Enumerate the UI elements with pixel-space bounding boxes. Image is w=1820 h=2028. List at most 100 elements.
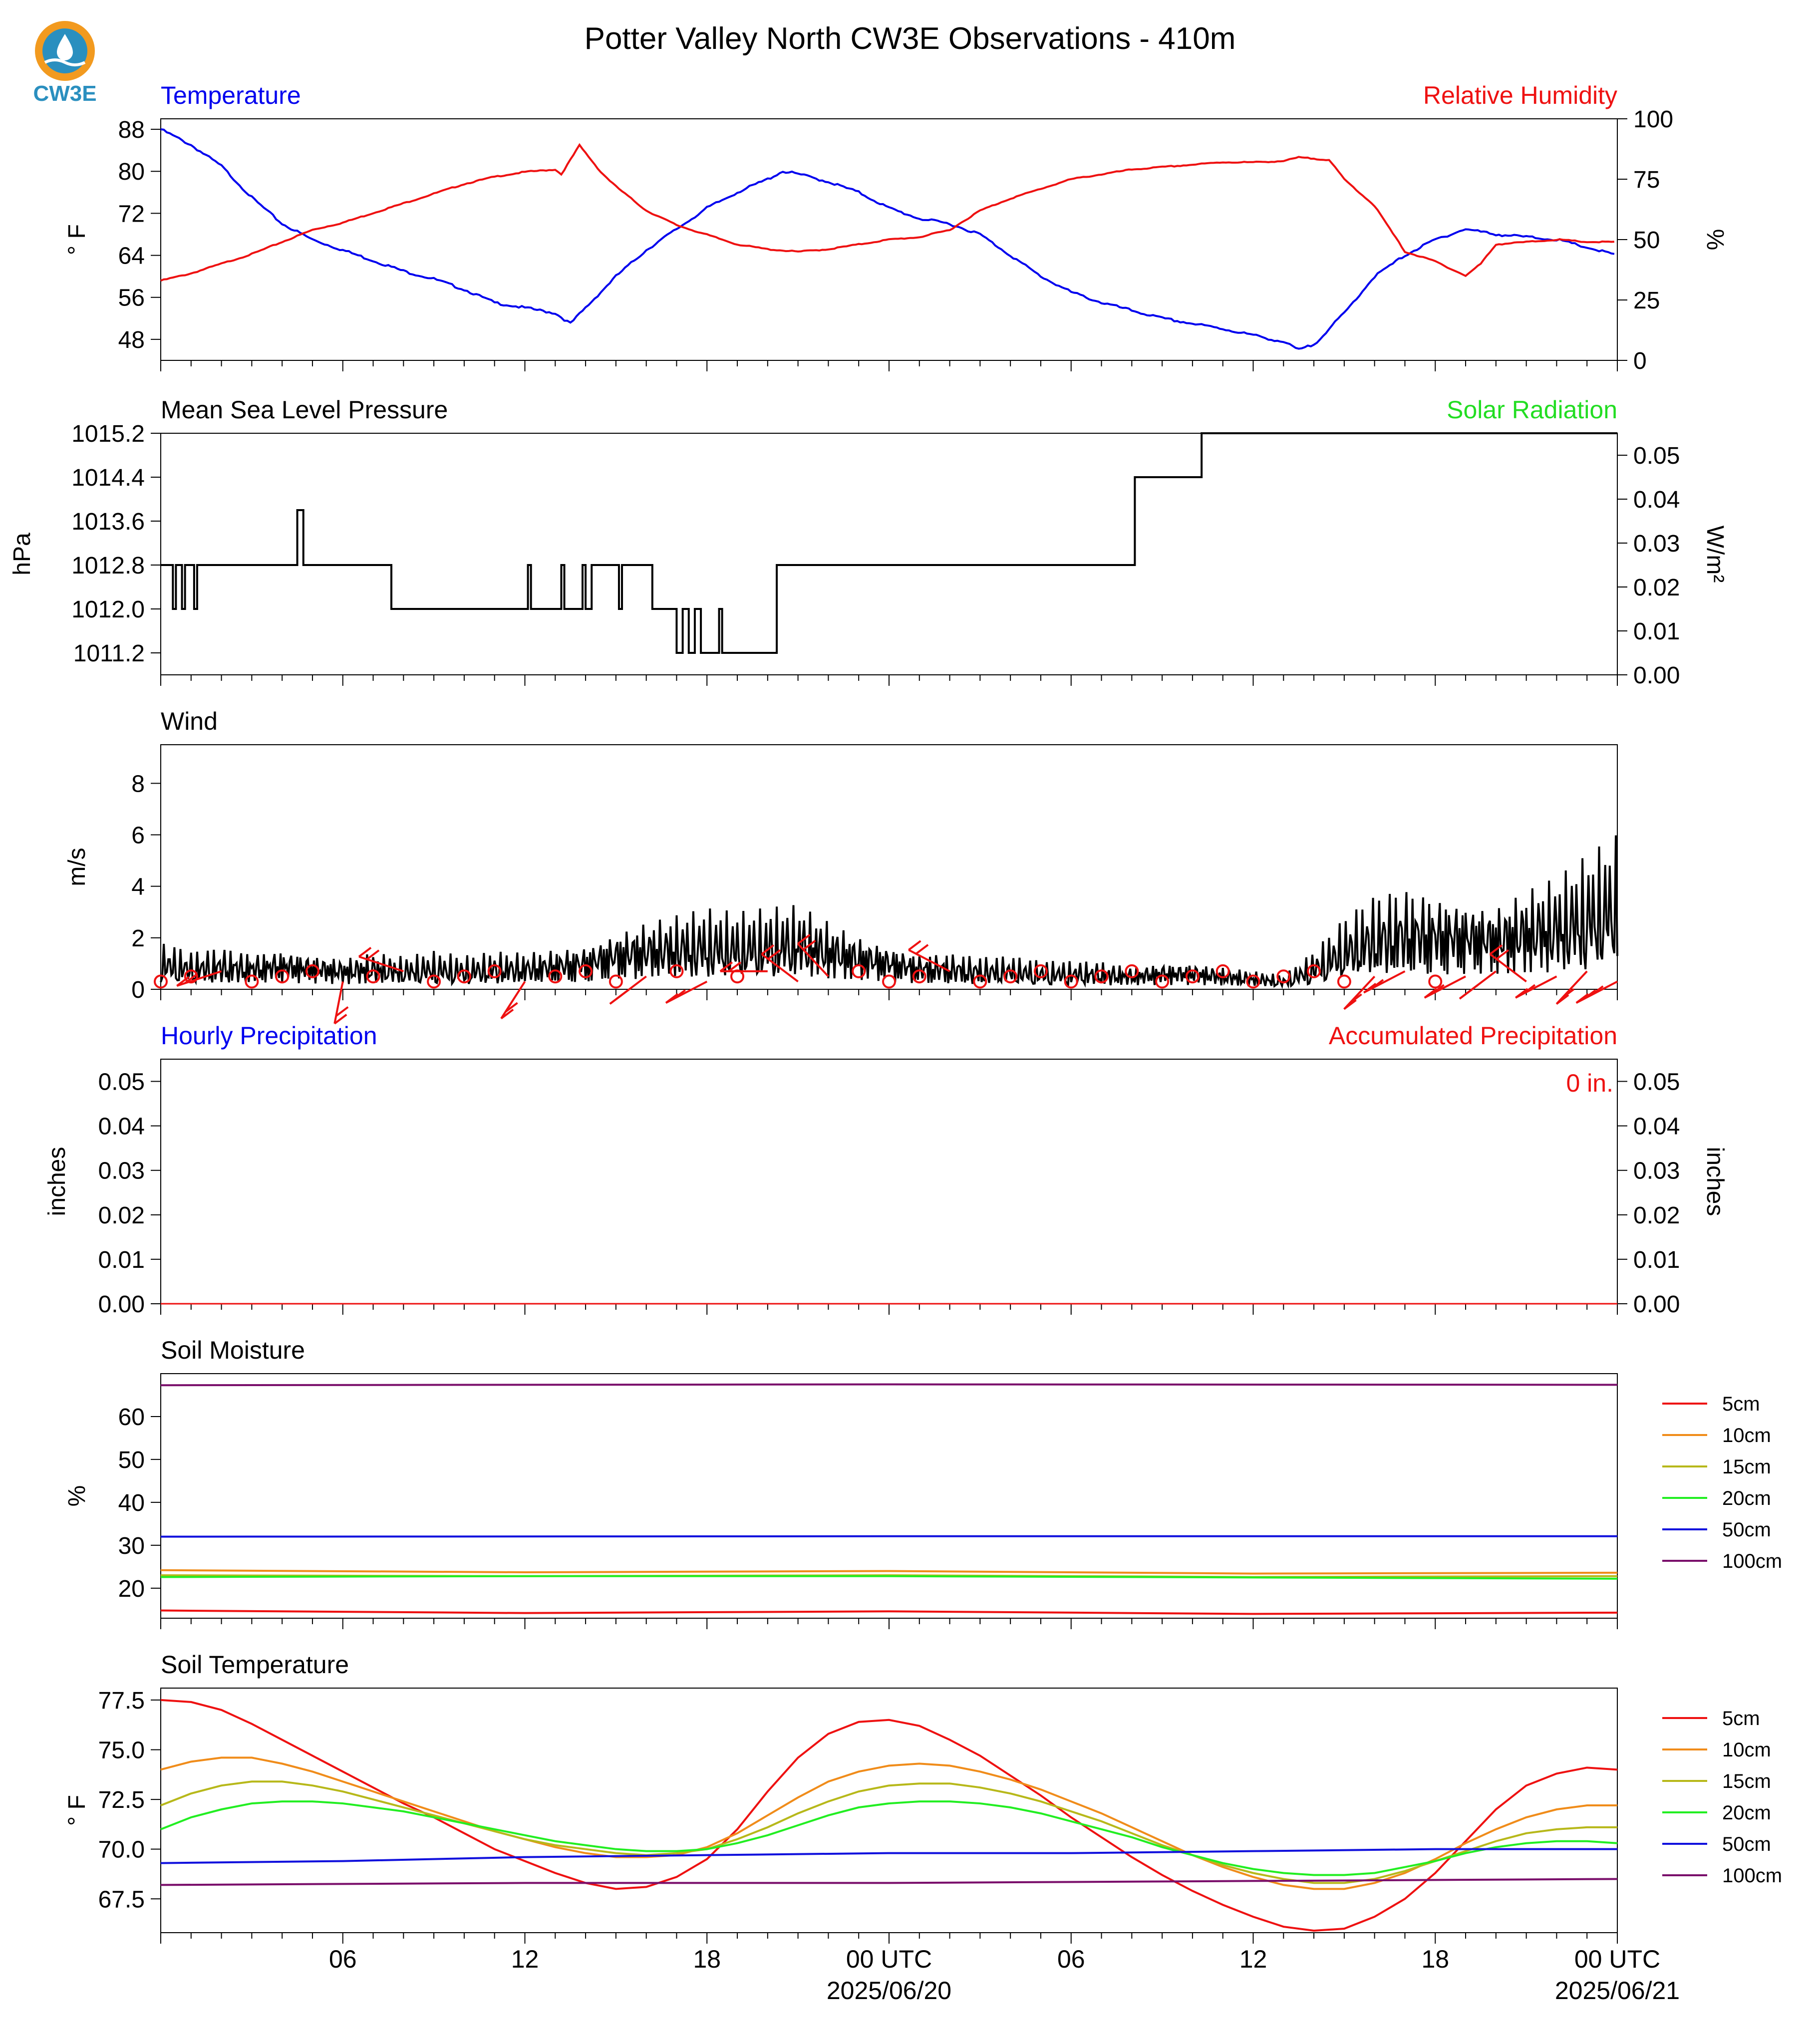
y-axis-label: % <box>64 1485 90 1507</box>
y-right-axis-label: W/m² <box>1702 526 1728 583</box>
y-tick-label: 1014.4 <box>71 465 145 491</box>
wind-barb-calm <box>1307 964 1321 978</box>
wind-barb-calm <box>1125 964 1139 978</box>
wind-barb-flag <box>358 947 372 958</box>
wind-barb-flag <box>767 949 781 960</box>
wind-barb-flag <box>1496 949 1510 960</box>
legend-label: 15cm <box>1722 1770 1771 1792</box>
wind-barb-shaft <box>761 953 799 983</box>
legend-label: 50cm <box>1722 1833 1771 1855</box>
wind-barb-flag <box>366 949 380 960</box>
legend-label: 15cm <box>1722 1456 1771 1478</box>
y-tick-label: 0.05 <box>98 1069 145 1096</box>
y-right-tick-label: 0.04 <box>1633 1114 1680 1140</box>
wind-barb-flag <box>1522 984 1536 995</box>
legend-label: 50cm <box>1722 1519 1771 1541</box>
y-tick-label: 1013.6 <box>71 509 145 535</box>
wind-barb-shaft <box>1515 975 1557 999</box>
x-tick-label: 06 <box>329 1945 357 1973</box>
series-line <box>160 1878 1618 1886</box>
panel-title-left: Soil Moisture <box>161 1336 305 1364</box>
wind-barb-calm <box>154 974 168 989</box>
y-tick-label: 0.01 <box>98 1247 145 1273</box>
y-tick-label: 48 <box>118 327 145 353</box>
wind-barb-calm <box>305 964 319 978</box>
y-tick-label: 0.04 <box>98 1114 145 1140</box>
wind-barb-flag <box>1363 983 1377 994</box>
legend-label: 20cm <box>1722 1802 1771 1824</box>
y-right-tick-label: 100 <box>1633 106 1673 133</box>
wind-barb-calm <box>457 969 471 984</box>
y-tick-label: 77.5 <box>98 1688 145 1714</box>
wind-barb-shaft <box>1343 975 1376 1010</box>
x-tick-label: 00 UTC <box>846 1945 932 1973</box>
x-tick-label: 00 UTC <box>1574 1945 1660 1973</box>
panel-4: Soil Moisture 20 30 40 50 60% 5cm 10cm 15cm 20cm 5… <box>64 1336 1782 1629</box>
panel-title-left: Wind <box>161 707 218 735</box>
y-axis-label: hPa <box>9 533 35 576</box>
y-right-tick-label: 25 <box>1633 288 1660 314</box>
y-tick-label: 8 <box>131 771 145 797</box>
y-tick-label: 72 <box>118 201 145 227</box>
y-tick-label: 72.5 <box>98 1787 145 1813</box>
y-right-tick-label: 0.05 <box>1633 443 1680 469</box>
wind-barb-flag <box>1555 994 1569 1005</box>
legend-label: 10cm <box>1722 1739 1771 1761</box>
wind-barb-calm <box>852 964 866 978</box>
x-tick-label: 12 <box>511 1945 539 1973</box>
y-tick-label: 0 <box>131 977 145 1003</box>
legend-label: 10cm <box>1722 1425 1771 1447</box>
wind-barb-calm <box>1003 969 1018 984</box>
wind-barb-calm <box>487 964 502 978</box>
wind-barb-flag <box>505 1002 518 1013</box>
logo-text: CW3E <box>33 81 96 106</box>
wind-barb-calm <box>1064 974 1078 989</box>
y-axis-label: m/s <box>64 848 90 886</box>
wind-barb-flag <box>1465 984 1479 995</box>
wind-barb-calm <box>1276 969 1291 984</box>
wind-barb-flag <box>176 976 190 987</box>
wind-barb-flag <box>908 940 921 951</box>
x-tick-label: 18 <box>1421 1945 1449 1973</box>
y-right-tick-label: 0.00 <box>1633 1291 1680 1318</box>
wind-barb-calm <box>973 974 987 989</box>
figure-title: Potter Valley North CW3E Observations - … <box>585 21 1236 56</box>
x-tick-date-label: 2025/06/21 <box>1555 1977 1680 2005</box>
wind-barb-flag <box>761 944 775 955</box>
panel-frame <box>160 433 1618 675</box>
y-tick-label: 88 <box>118 117 145 143</box>
y-right-tick-label: 0.01 <box>1633 618 1680 645</box>
series-line <box>160 1756 1617 1890</box>
y-right-tick-label: 0 <box>1633 348 1647 374</box>
wind-barb-calm <box>608 974 623 989</box>
wind-barb-shaft <box>1575 980 1618 1004</box>
wind-barb-calm <box>1428 974 1443 989</box>
wind-barb-flag <box>672 989 686 1000</box>
panel-title-left: Hourly Precipitation <box>161 1022 377 1050</box>
wind-barb-flag <box>803 939 816 951</box>
logo-wave-icon <box>44 58 86 66</box>
y-tick-label: 1011.2 <box>73 640 145 667</box>
y-tick-label: 80 <box>118 159 145 185</box>
wind-barb-calm <box>882 974 896 989</box>
y-tick-label: 0.00 <box>98 1291 145 1318</box>
series-line <box>160 1575 1618 1580</box>
x-tick-label: 06 <box>1057 1945 1085 1973</box>
wind-barb-calm <box>1094 969 1109 984</box>
panel-title-left: Soil Temperature <box>161 1651 349 1679</box>
wind-barb-shaft <box>665 980 708 1004</box>
x-tick-label: 12 <box>1239 1945 1267 1973</box>
y-tick-label: 75.0 <box>98 1737 145 1763</box>
wind-barb-flag <box>500 1008 514 1020</box>
wind-barb-flag <box>1349 993 1362 1004</box>
y-tick-label: 0.03 <box>98 1158 145 1184</box>
wind-barb-calm <box>1246 974 1260 989</box>
wind-barb-flag <box>1561 988 1575 999</box>
panel-title-right: Accumulated Precipitation <box>1329 1022 1617 1050</box>
legend-label: 5cm <box>1722 1393 1760 1415</box>
wind-barb-flag <box>797 934 811 945</box>
y-axis-label: ° F <box>64 1795 90 1826</box>
wind-barb-flag <box>665 993 679 1004</box>
wind-barb-calm <box>245 974 259 989</box>
y-tick-label: 70.0 <box>98 1837 145 1863</box>
